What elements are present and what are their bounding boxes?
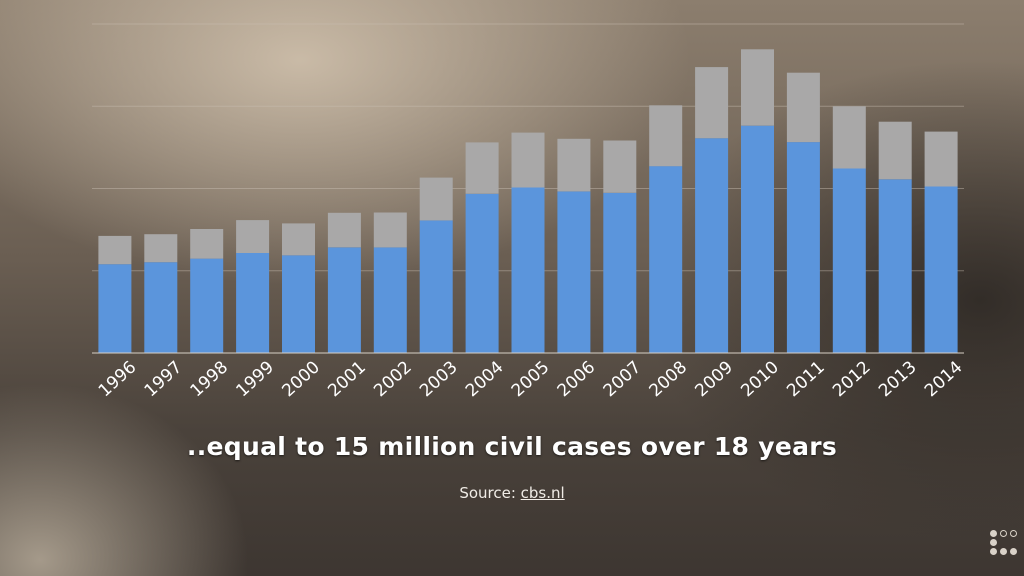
tick-label-2011: 2011 [783,357,829,401]
bar-1998-segment-1 [190,258,224,353]
bar-2012-segment-1 [832,168,866,353]
bar-2001-segment-1 [327,247,361,353]
bar-2002-segment-1 [373,247,407,353]
bar-2013-segment-1 [878,179,912,353]
tick-label-2000: 2000 [278,357,324,401]
tick-label-2008: 2008 [646,357,692,401]
bar-1999-segment-1 [236,253,270,353]
bar-1996-segment-2 [98,235,132,265]
bar-1998-segment-2 [190,229,224,259]
tick-label-2014: 2014 [921,357,967,401]
tick-label-2013: 2013 [875,357,921,401]
bar-2004-segment-1 [465,193,499,353]
tick-label-2003: 2003 [416,357,462,401]
bar-2006-segment-1 [557,191,591,353]
stacked-bar-chart: 1996 1997 1998 1999 2000 2001 2002 2003 2004 2005… [92,23,967,401]
bar-2008-segment-2 [649,105,683,167]
source-link[interactable]: cbs.nl [520,484,565,502]
bar-2003-segment-2 [419,177,453,221]
bar-2008-segment-1 [649,166,683,353]
bar-2005-segment-2 [511,132,545,188]
tick-label-2005: 2005 [508,357,554,401]
bar-2011-segment-1 [786,142,820,353]
bar-2011-segment-2 [786,72,820,143]
bar-2013-segment-2 [878,121,912,180]
source-line: Source: cbs.nl [0,484,1024,502]
bar-2014-segment-2 [924,131,958,187]
bar-2009-segment-1 [695,138,729,353]
tick-label-2002: 2002 [370,357,416,401]
bar-2014-segment-1 [924,186,958,353]
tick-label-2009: 2009 [691,357,737,401]
bar-2007-segment-2 [603,140,637,193]
tick-label-1998: 1998 [187,357,233,401]
tick-label-1997: 1997 [141,357,187,401]
bar-2006-segment-2 [557,138,591,192]
tick-label-2001: 2001 [324,357,370,401]
bar-2005-segment-1 [511,187,545,353]
tick-label-2007: 2007 [600,357,646,401]
tick-label-2006: 2006 [554,357,600,401]
bar-2003-segment-1 [419,220,453,353]
bar-2001-segment-2 [327,212,361,248]
bar-2009-segment-2 [695,67,729,139]
x-tick-labels: 1996 1997 1998 1999 2000 2001 2002 2003 2004 2005… [95,357,967,401]
slide-caption: ..equal to 15 million civil cases over 1… [186,432,838,461]
dots-logo-icon [988,528,1020,556]
tick-label-2012: 2012 [829,357,875,401]
source-label: Source: [459,484,521,502]
bar-2010-segment-2 [741,49,774,126]
bar-2000-segment-2 [282,223,315,256]
tick-label-1999: 1999 [233,357,279,401]
bar-2012-segment-2 [832,106,866,169]
bar-2004-segment-2 [465,142,499,194]
bar-1997-segment-2 [144,234,178,263]
bar-2007-segment-1 [603,192,637,353]
bar-1996-segment-1 [98,264,132,353]
bar-2002-segment-2 [373,212,407,248]
bar-2000-segment-1 [282,255,315,353]
tick-label-1996: 1996 [95,357,141,401]
tick-label-2004: 2004 [462,357,508,401]
bar-1999-segment-2 [236,220,270,253]
bar-1997-segment-1 [144,262,178,353]
bar-2010-segment-1 [741,125,774,353]
bar-group [98,49,958,353]
tick-label-2010: 2010 [737,357,783,401]
